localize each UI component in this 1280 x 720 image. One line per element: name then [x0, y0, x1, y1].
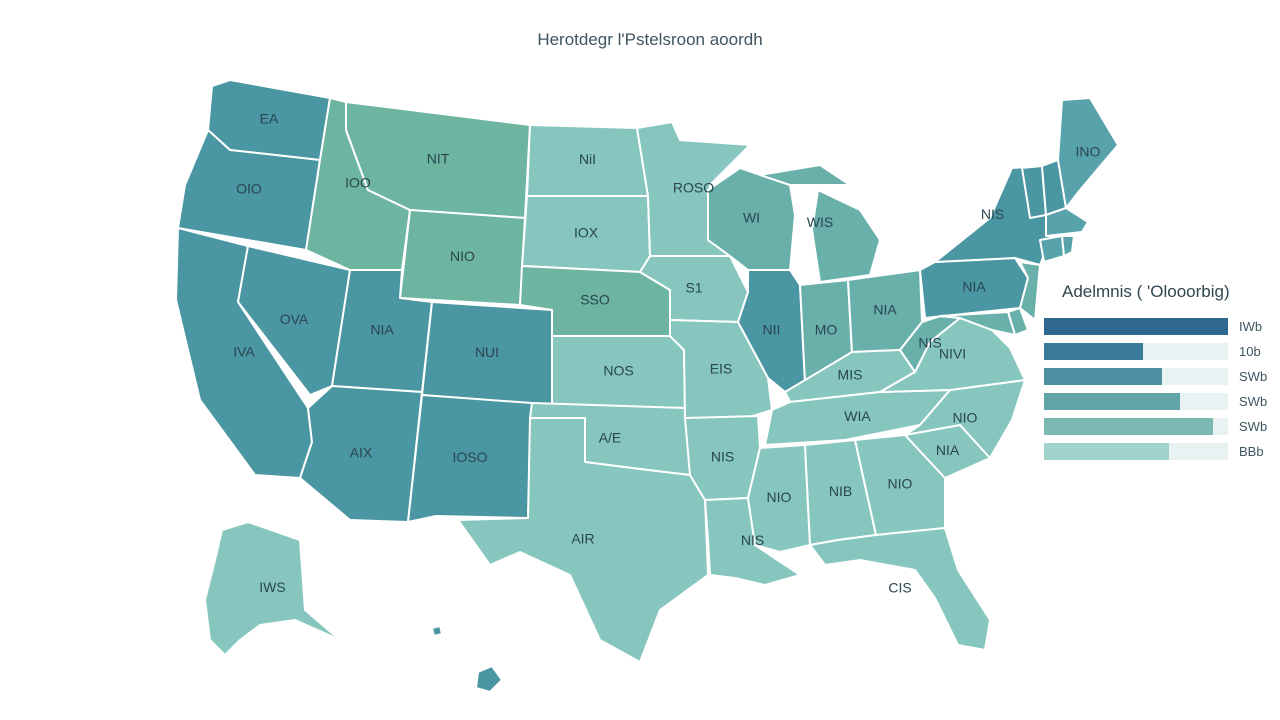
state-nc[interactable]	[904, 379, 1026, 459]
state-label-wi: WI	[743, 210, 760, 226]
legend-bar	[1044, 393, 1181, 410]
state-label-il: NII	[763, 322, 781, 338]
state-ct[interactable]	[1039, 235, 1065, 263]
state-label-pa: NIA	[962, 279, 986, 295]
state-label-ok: A/E	[599, 430, 622, 446]
legend-value: SWb	[1239, 394, 1268, 409]
legend-bar	[1044, 418, 1214, 435]
state-label-oh: NIA	[873, 302, 897, 318]
state-label-nv: OVA	[280, 311, 309, 327]
state-ak[interactable]	[204, 521, 341, 656]
state-label-tn: WIA	[844, 408, 871, 424]
legend-row: SWb	[1044, 367, 1280, 386]
legend-value: 10b	[1239, 344, 1261, 359]
state-label-az: AIX	[350, 445, 373, 461]
state-label-ms: NIO	[767, 489, 792, 505]
state-label-nc: NIO	[953, 410, 978, 426]
state-label-wa: EA	[260, 111, 279, 127]
state-label-fl: CIS	[888, 580, 911, 596]
state-md[interactable]	[939, 311, 1016, 336]
state-label-ut: NIA	[370, 322, 394, 338]
legend-bar	[1044, 368, 1162, 385]
legend-row: SWb	[1044, 417, 1280, 436]
state-label-mi: WIS	[807, 214, 833, 230]
state-label-in: MO	[815, 322, 838, 338]
state-label-ga: NIO	[888, 476, 913, 492]
legend-value: SWb	[1239, 369, 1268, 384]
state-label-ky: MIS	[838, 367, 863, 383]
legend-row: 10b	[1044, 342, 1280, 361]
state-ri[interactable]	[1061, 235, 1075, 257]
state-label-ak: IWS	[259, 579, 285, 595]
state-fl[interactable]	[809, 527, 991, 651]
state-label-sd: IOX	[574, 225, 599, 241]
state-nv[interactable]	[237, 245, 351, 396]
state-label-wv: NIS	[918, 335, 941, 351]
map-title: Herotdegr l'Pstelsroon aoordh	[537, 30, 763, 49]
state-label-la: NIS	[741, 532, 764, 548]
state-nm[interactable]	[407, 394, 533, 523]
legend-value: SWb	[1239, 419, 1268, 434]
state-nj[interactable]	[1019, 261, 1041, 321]
state-label-me: INO	[1076, 144, 1101, 160]
state-label-id: IOO	[345, 175, 371, 191]
state-label-mo: EIS	[710, 361, 733, 377]
legend-row: SWb	[1044, 392, 1280, 411]
legend-bar	[1044, 443, 1170, 460]
state-label-ne: SSO	[580, 292, 610, 308]
state-label-ar: NIS	[711, 449, 734, 465]
state-label-wy: NIO	[450, 248, 475, 264]
legend-value: IWb	[1239, 319, 1263, 334]
state-label-va: NIVI	[939, 346, 966, 362]
legend: Adelmnis ( 'Olooorbig) IWb 10b SWb SWb SWb BB…	[1044, 282, 1280, 467]
legend-value: BBb	[1239, 444, 1264, 459]
state-hi[interactable]	[431, 625, 503, 693]
state-label-ks: NOS	[603, 363, 633, 379]
state-tx[interactable]	[457, 417, 709, 663]
state-label-ia: S1	[685, 280, 702, 296]
state-label-ca: IVA	[233, 344, 255, 360]
state-label-co: NUI	[475, 344, 499, 360]
state-label-sc: NIA	[936, 442, 960, 458]
state-mi[interactable]	[759, 164, 881, 283]
state-label-mn: ROSO	[673, 180, 714, 196]
legend-title: Adelmnis ( 'Olooorbig)	[1062, 282, 1230, 301]
legend-bar	[1044, 343, 1144, 360]
state-ga[interactable]	[854, 434, 946, 536]
state-label-ny: NIS	[981, 206, 1004, 222]
state-label-mt: NIT	[427, 151, 450, 167]
state-label-nd: NiI	[579, 151, 596, 167]
state-label-or: OIO	[236, 181, 262, 197]
state-label-al: NIB	[829, 483, 852, 499]
legend-row: IWb	[1044, 317, 1280, 336]
legend-row: BBb	[1044, 442, 1280, 461]
state-label-nm: IOSO	[452, 449, 487, 465]
legend-bar	[1044, 318, 1228, 335]
state-ma[interactable]	[1045, 207, 1089, 237]
legend-rows: IWb 10b SWb SWb SWb BBb	[1044, 317, 1280, 461]
state-label-tx: AIR	[571, 531, 594, 547]
